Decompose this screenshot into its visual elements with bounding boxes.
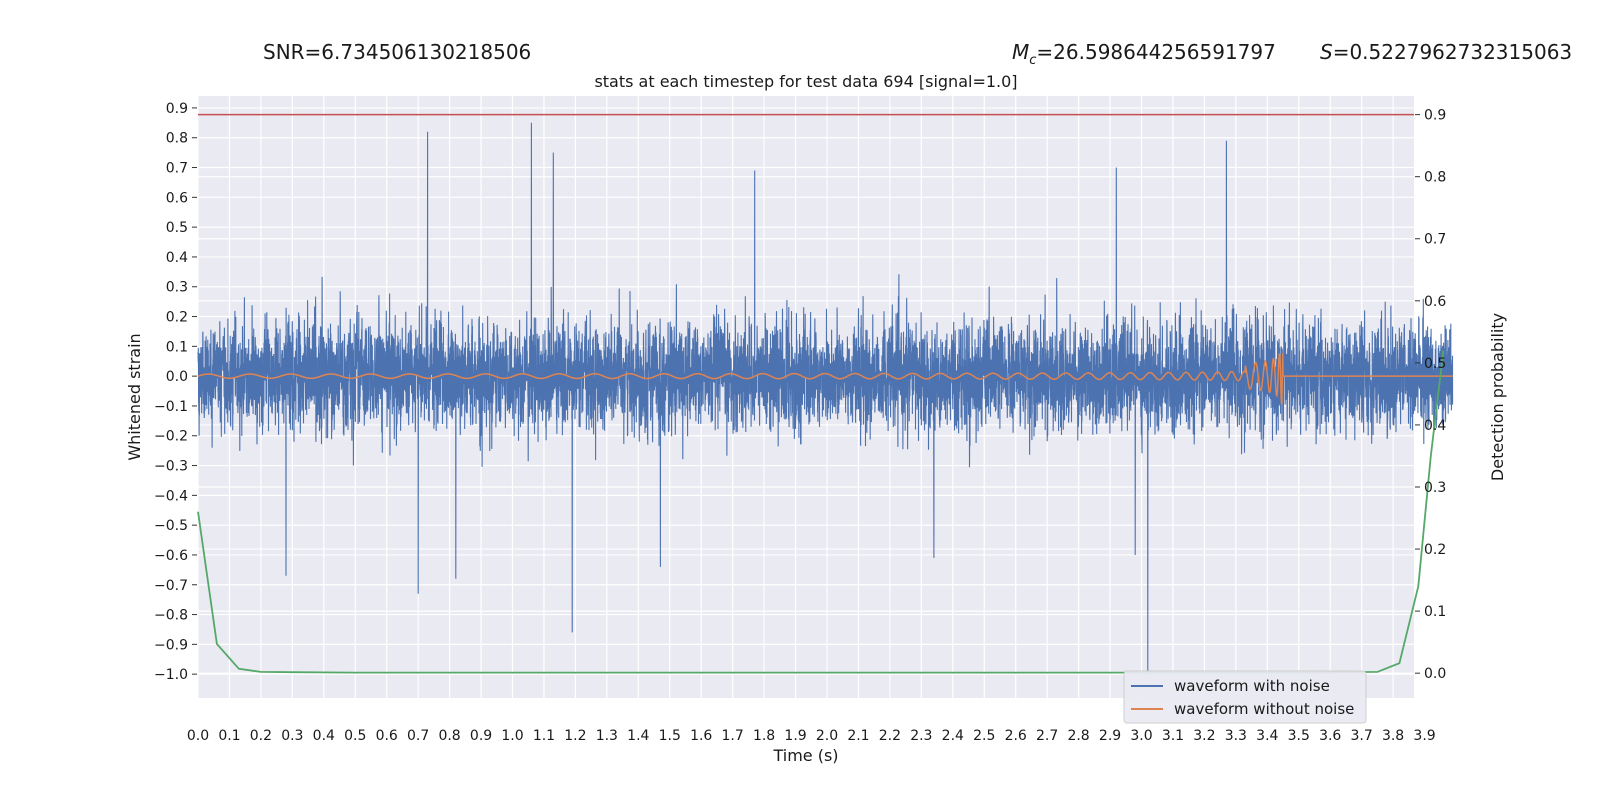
chirp-mass-subscript: c	[1029, 53, 1037, 68]
y-tick-label-right: 0.5	[1424, 356, 1446, 372]
y-tick-label: −0.2	[154, 429, 188, 445]
chirp-mass-label: Mc=26.598644256591797	[1012, 40, 1276, 68]
y-tick-label-right: 0.3	[1424, 480, 1446, 496]
y-tick-label: 0.4	[166, 250, 188, 266]
x-tick-label: 3.4	[1256, 728, 1278, 744]
x-tick-label: 3.0	[1130, 728, 1152, 744]
x-tick-label: 0.7	[407, 728, 429, 744]
noise-series	[197, 122, 1454, 675]
y-ticks-right: 0.9 0.8 0.7 0.6 0.5 0.4 0.3 0.2 0.1 0.0	[1415, 108, 1446, 682]
x-tick-label: 0.8	[438, 728, 460, 744]
x-tick-label: 0.4	[313, 728, 335, 744]
x-tick-label: 1.4	[627, 728, 649, 744]
x-tick-label: 3.8	[1382, 728, 1404, 744]
x-tick-label: 0.5	[344, 728, 366, 744]
y-tick-label-right: 0.6	[1424, 294, 1446, 310]
y-tick-label-right: 0.0	[1424, 666, 1446, 682]
legend-clean-label: waveform without noise	[1174, 700, 1354, 718]
y-tick-label: 0.1	[166, 339, 188, 355]
x-tick-label: 1.9	[784, 728, 806, 744]
x-tick-label: 3.3	[1225, 728, 1247, 744]
y-tick-label-right: 0.7	[1424, 232, 1446, 248]
x-tick-label: 1.0	[501, 728, 523, 744]
x-tick-label: 0.9	[470, 728, 492, 744]
legend-noise-label: waveform with noise	[1174, 677, 1330, 695]
x-tick-label: 3.7	[1351, 728, 1373, 744]
y-axis-label-left: Whitened strain	[125, 333, 144, 460]
x-tick-label: 2.9	[1099, 728, 1121, 744]
y-tick-label: 0.7	[166, 161, 188, 177]
clean-line	[197, 353, 1453, 405]
x-tick-label: 0.2	[250, 728, 272, 744]
y-tick-label-right: 0.2	[1424, 542, 1446, 558]
x-tick-label: 3.6	[1319, 728, 1341, 744]
noise-line	[197, 122, 1454, 675]
legend-box	[1123, 670, 1367, 724]
x-ticks: 0.0 0.1 0.2 0.3 0.4 0.5 0.6 0.7 0.8 0.9 1.0 1.1 1.2 1…	[187, 728, 1436, 744]
x-tick-label: 0.1	[218, 728, 240, 744]
y-tick-label: 0.3	[166, 280, 188, 296]
y-ticks-left: 0.9 0.8 0.7 0.6 0.5 0.4 0.3 0.2 0.1 0.0 −0.1 −0.2 −0…	[154, 101, 197, 683]
y-tick-label: −1.0	[154, 667, 188, 683]
y-tick-label: −0.1	[154, 399, 188, 415]
x-tick-label: 2.5	[973, 728, 995, 744]
x-tick-label: 1.6	[690, 728, 712, 744]
y-tick-label-right: 0.1	[1424, 604, 1446, 620]
x-tick-label: 1.2	[564, 728, 586, 744]
chirp-mass-symbol: M	[1012, 40, 1030, 64]
y-tick-label: 0.2	[166, 310, 188, 326]
x-tick-label: 2.6	[1005, 728, 1027, 744]
legend: waveform with noise waveform without noi…	[1123, 670, 1367, 724]
x-tick-label: 3.5	[1288, 728, 1310, 744]
s-stat-symbol: S	[1320, 40, 1333, 64]
clean-series	[197, 353, 1453, 405]
x-tick-label: 1.8	[753, 728, 775, 744]
y-tick-label: 0.0	[166, 369, 188, 385]
x-tick-label: 1.1	[533, 728, 555, 744]
snr-label: SNR=6.734506130218506	[263, 40, 532, 64]
y-axis-label-right: Detection probability	[1488, 313, 1507, 481]
x-tick-label: 0.3	[281, 728, 303, 744]
y-tick-label: −0.6	[154, 548, 188, 564]
x-axis-label: Time (s)	[772, 746, 838, 765]
y-tick-label: 0.9	[166, 101, 188, 117]
y-tick-label: 0.6	[166, 190, 188, 206]
y-tick-label-right: 0.8	[1424, 170, 1446, 186]
chart-title: stats at each timestep for test data 694…	[594, 72, 1017, 91]
x-tick-label: 2.3	[910, 728, 932, 744]
y-tick-label-right: 0.9	[1424, 108, 1446, 124]
y-tick-label-right: 0.4	[1424, 418, 1446, 434]
probability-line	[197, 350, 1445, 674]
y-tick-label: −0.7	[154, 578, 188, 594]
x-tick-label: 2.2	[879, 728, 901, 744]
x-tick-label: 2.0	[816, 728, 838, 744]
s-stat-value: =0.5227962732315063	[1332, 40, 1573, 64]
x-tick-label: 2.7	[1036, 728, 1058, 744]
y-tick-label: 0.5	[166, 220, 188, 236]
x-tick-label: 2.4	[942, 728, 964, 744]
x-tick-label: 0.0	[187, 728, 209, 744]
x-tick-label: 3.2	[1193, 728, 1215, 744]
y-tick-label: −0.9	[154, 637, 188, 653]
s-stat-label: S=0.5227962732315063	[1320, 40, 1572, 64]
x-tick-label: 2.1	[847, 728, 869, 744]
y-tick-label: −0.3	[154, 459, 188, 475]
x-tick-label: 0.6	[376, 728, 398, 744]
y-tick-label: −0.5	[154, 518, 188, 534]
x-tick-label: 1.3	[596, 728, 618, 744]
x-tick-label: 3.1	[1162, 728, 1184, 744]
x-tick-label: 1.7	[722, 728, 744, 744]
chirp-mass-value: =26.598644256591797	[1036, 40, 1276, 64]
x-tick-label: 3.9	[1413, 728, 1435, 744]
x-tick-label: 1.5	[659, 728, 681, 744]
y-tick-label: −0.8	[154, 608, 188, 624]
x-tick-label: 2.8	[1067, 728, 1089, 744]
y-tick-label: 0.8	[166, 131, 188, 147]
y-tick-label: −0.4	[154, 488, 188, 504]
probability-series	[197, 350, 1445, 674]
